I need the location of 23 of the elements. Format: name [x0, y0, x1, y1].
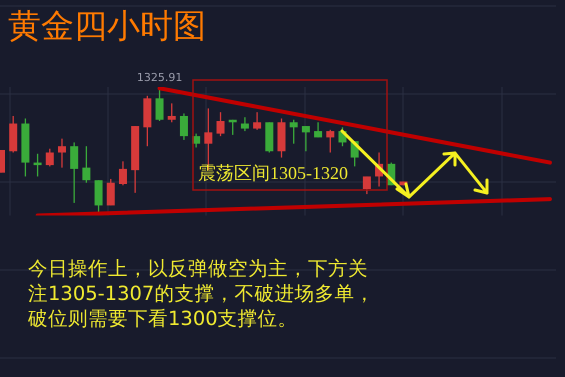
candlestick — [228, 119, 237, 136]
candlestick — [70, 142, 78, 204]
candlestick — [118, 160, 127, 186]
candlestick — [253, 112, 262, 130]
text: 今日操作上，以反弹做空为主，下方关注1305-1307的支撑，不破进场多单，破位则需要下看1300支撑位。 — [28, 256, 376, 331]
candlestick — [240, 116, 249, 132]
chart-title: 黄金四小时图 — [8, 5, 206, 47]
candlestick — [106, 178, 115, 206]
candlestick — [82, 146, 90, 184]
candlestick — [216, 112, 225, 137]
candlestick — [58, 138, 66, 168]
annotation: 1325.91 — [136, 71, 182, 84]
candlestick — [180, 112, 188, 141]
annotation: 震荡区间1305-1320 — [198, 162, 348, 185]
candlestick — [326, 129, 334, 154]
candlestick — [168, 102, 176, 123]
candlestick — [46, 148, 54, 168]
candlestick — [34, 153, 42, 178]
candlestick — [314, 122, 322, 138]
candlestick — [290, 119, 298, 144]
candlestick — [302, 125, 310, 152]
candlestick — [362, 176, 371, 195]
candlestick — [156, 87, 164, 122]
